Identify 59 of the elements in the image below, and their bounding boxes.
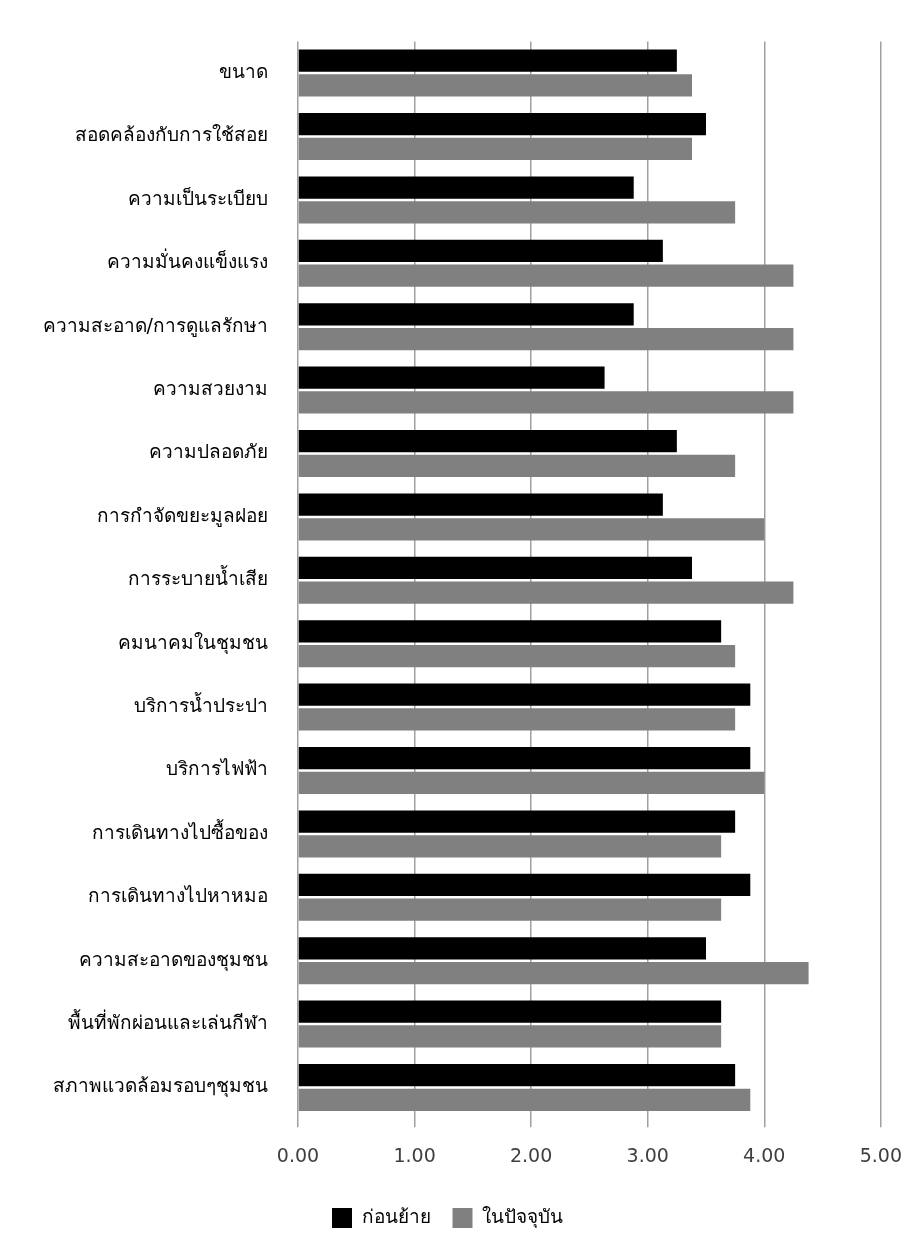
legend-label: ก่อนย้าย <box>361 1204 431 1227</box>
bar <box>298 683 751 706</box>
x-tick-label: 1.00 <box>393 1143 436 1166</box>
bar <box>298 430 677 453</box>
bar <box>298 581 794 604</box>
bar <box>298 239 663 263</box>
bar <box>298 137 693 160</box>
bar <box>298 747 751 770</box>
y-tick-label: การเดินทางไปซื้อของ <box>92 818 268 843</box>
bar <box>298 74 693 97</box>
bar <box>298 898 722 921</box>
bar <box>298 518 765 541</box>
bar <box>298 835 722 858</box>
x-tick-label: 0.00 <box>276 1143 320 1166</box>
bar <box>298 366 605 389</box>
x-tick-label: 2.00 <box>509 1143 553 1166</box>
y-tick-label: พื้นที่พักผ่อนและเล่นกีฬา <box>68 1009 268 1034</box>
bar <box>298 176 634 199</box>
bar <box>298 303 634 326</box>
y-tick-label: ความสะอาดของชุมชน <box>79 947 268 972</box>
y-tick-label: การเดินทางไปหาหมอ <box>88 884 268 907</box>
bar <box>298 1088 751 1111</box>
y-tick-label: สภาพแวดล้อมรอบๆชุมชน <box>53 1074 268 1099</box>
x-tick-label: 3.00 <box>626 1143 669 1166</box>
bar <box>298 937 706 960</box>
y-tick-label: ความมั่นคงแข็งแรง <box>107 248 268 273</box>
bar <box>298 493 663 516</box>
bar <box>298 961 809 985</box>
bar <box>298 201 736 224</box>
y-tick-label: การระบายน้ำเสีย <box>128 565 268 590</box>
y-tick-label: บริการไฟฟ้า <box>166 757 268 780</box>
bar <box>298 1000 722 1023</box>
y-tick-label: บริการน้ำประปา <box>134 692 268 717</box>
y-tick-label: ความสะอาด/การดูแลรักษา <box>42 313 268 337</box>
y-tick-label: ความปลอดภัย <box>149 440 268 463</box>
y-tick-label: คมนาคมในชุมชน <box>118 630 268 655</box>
bar <box>298 810 736 833</box>
bar <box>298 1025 722 1048</box>
bar <box>298 556 693 580</box>
bar <box>298 113 706 136</box>
x-tick-label: 5.00 <box>859 1143 902 1166</box>
y-tick-label: ความเป็นระเบียบ <box>128 185 268 209</box>
bar <box>298 49 677 72</box>
bar <box>298 454 736 477</box>
bar <box>298 644 736 668</box>
bar <box>298 771 765 794</box>
bar <box>298 391 794 414</box>
y-tick-label: ขนาด <box>219 60 268 83</box>
bar <box>298 1064 736 1087</box>
y-tick-label: สอดคล้องกับการใช้สอย <box>75 123 268 146</box>
legend-label: ในปัจจุบัน <box>482 1204 563 1229</box>
x-tick-label: 4.00 <box>743 1143 786 1166</box>
bar <box>298 264 794 287</box>
y-tick-label: ความสวยงาม <box>153 377 268 400</box>
bar <box>298 620 722 643</box>
y-tick-label: การกำจัดขยะมูลฝอย <box>97 503 268 527</box>
bar <box>298 327 794 351</box>
bar <box>298 708 736 731</box>
bar <box>298 873 751 897</box>
